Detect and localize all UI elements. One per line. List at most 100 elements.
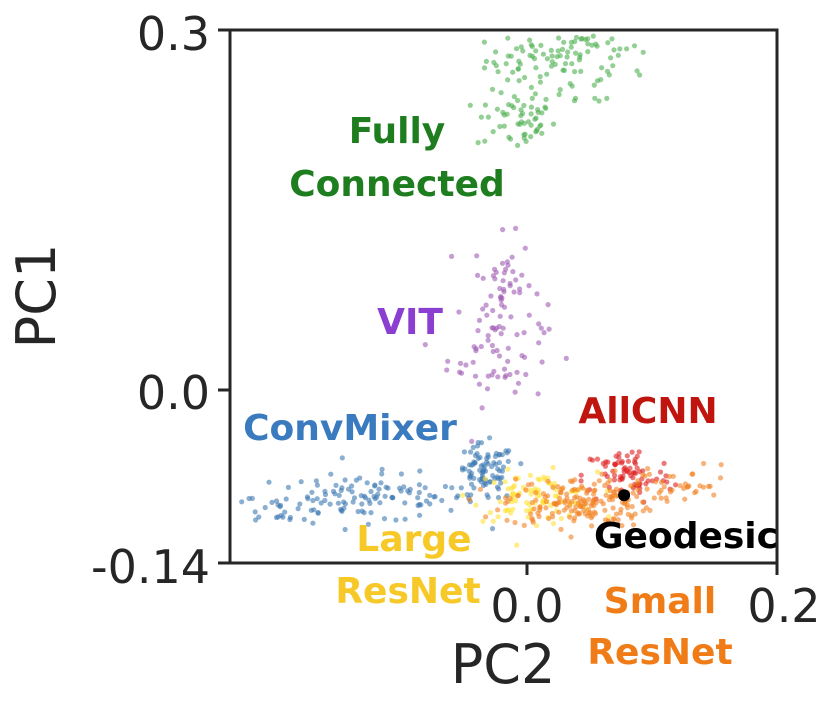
- label-fully-connected-line2: Connected: [289, 164, 505, 205]
- point-small-resnet: [640, 508, 646, 514]
- point-small-resnet: [635, 487, 641, 493]
- point-large-resnet: [558, 515, 564, 522]
- point-small-resnet: [697, 483, 703, 489]
- point-fully-connected: [611, 47, 617, 53]
- point-small-resnet: [624, 502, 631, 508]
- point-small-resnet: [681, 485, 687, 491]
- point-fully-connected: [592, 95, 598, 101]
- point-fully-connected: [572, 69, 578, 75]
- point-vit: [422, 342, 428, 348]
- point-fully-connected: [482, 102, 488, 108]
- point-fully-connected: [615, 52, 621, 58]
- point-convmixer: [485, 494, 491, 500]
- point-small-resnet: [606, 519, 612, 525]
- point-fully-connected: [509, 103, 515, 109]
- point-small-resnet: [602, 507, 608, 513]
- point-vit: [445, 358, 451, 364]
- point-small-resnet: [651, 495, 657, 501]
- point-small-resnet: [466, 497, 473, 503]
- point-convmixer: [382, 493, 388, 499]
- point-vit: [496, 323, 502, 330]
- point-fully-connected: [544, 56, 551, 62]
- point-large-resnet: [505, 486, 511, 492]
- point-vit: [489, 325, 495, 331]
- point-fully-connected: [557, 87, 563, 93]
- point-small-resnet: [568, 534, 574, 540]
- point-small-resnet: [571, 518, 577, 524]
- point-allcnn: [637, 469, 643, 475]
- point-fully-connected: [516, 58, 522, 64]
- point-vit: [484, 386, 491, 392]
- point-vit: [522, 245, 528, 251]
- point-fully-connected: [591, 82, 597, 88]
- point-vit: [523, 371, 529, 378]
- point-fully-connected: [610, 63, 616, 69]
- point-small-resnet: [513, 476, 519, 482]
- point-small-resnet: [578, 483, 585, 489]
- point-convmixer: [415, 495, 421, 501]
- point-large-resnet: [514, 542, 520, 548]
- point-vit: [497, 285, 503, 292]
- point-fully-connected: [491, 59, 497, 66]
- point-allcnn: [624, 453, 630, 459]
- point-fully-connected: [579, 35, 585, 42]
- point-fully-connected: [528, 42, 534, 48]
- point-small-resnet: [588, 503, 594, 509]
- point-fully-connected: [569, 61, 575, 67]
- point-large-resnet: [473, 502, 479, 508]
- point-allcnn: [612, 461, 618, 468]
- point-fully-connected: [516, 78, 522, 84]
- point-small-resnet: [564, 504, 570, 511]
- point-convmixer: [322, 491, 329, 498]
- point-fully-connected: [543, 96, 549, 102]
- point-allcnn: [589, 457, 596, 463]
- point-vit: [545, 302, 551, 308]
- point-small-resnet: [711, 492, 717, 498]
- point-convmixer: [310, 497, 316, 504]
- point-convmixer: [422, 485, 428, 491]
- point-convmixer: [278, 502, 284, 509]
- point-convmixer: [283, 496, 289, 502]
- point-vit: [521, 330, 527, 336]
- point-vit: [505, 262, 511, 268]
- point-vit: [536, 340, 542, 346]
- point-fully-connected: [538, 42, 544, 49]
- point-small-resnet: [646, 471, 653, 477]
- point-small-resnet: [603, 492, 609, 498]
- point-fully-connected: [549, 53, 555, 59]
- point-fully-connected: [528, 84, 535, 90]
- point-fully-connected: [560, 67, 566, 73]
- point-fully-connected: [637, 72, 643, 78]
- point-small-resnet: [605, 480, 611, 486]
- point-convmixer: [335, 500, 341, 506]
- point-vit: [503, 266, 509, 272]
- point-small-resnet: [693, 488, 699, 494]
- point-large-resnet: [502, 479, 508, 485]
- point-large-resnet: [487, 509, 493, 516]
- point-small-resnet: [503, 500, 509, 506]
- point-fully-connected: [539, 110, 545, 116]
- point-vit: [496, 353, 503, 359]
- point-vit: [449, 253, 455, 259]
- point-convmixer: [475, 439, 481, 446]
- point-small-resnet: [658, 479, 665, 485]
- point-vit: [535, 391, 541, 397]
- point-convmixer: [285, 484, 291, 490]
- label-fully-connected-line1: Fully: [349, 111, 446, 152]
- point-small-resnet: [667, 489, 674, 495]
- point-convmixer: [330, 488, 337, 494]
- point-large-resnet: [490, 518, 496, 524]
- point-vit: [526, 312, 532, 318]
- point-convmixer: [350, 499, 356, 505]
- point-fully-connected: [521, 102, 527, 109]
- point-small-resnet: [591, 481, 597, 487]
- point-small-resnet: [550, 484, 556, 490]
- point-convmixer: [449, 485, 455, 491]
- point-small-resnet: [537, 507, 543, 513]
- point-convmixer: [365, 521, 371, 527]
- point-convmixer: [339, 455, 345, 461]
- point-small-resnet: [577, 503, 584, 509]
- point-convmixer: [498, 480, 504, 486]
- point-convmixer: [301, 516, 307, 523]
- point-small-resnet: [630, 490, 636, 496]
